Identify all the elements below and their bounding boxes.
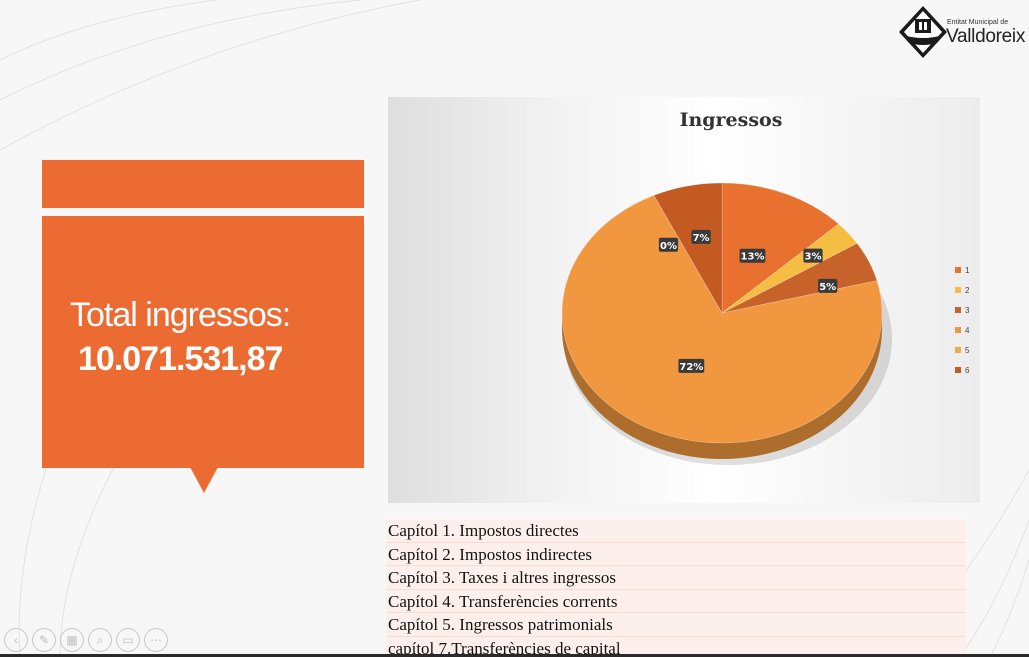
pie-slice-3: [721, 242, 878, 314]
pie-slice-1: [721, 182, 840, 314]
total-callout: [42, 216, 364, 468]
svg-text:13%: 13%: [741, 252, 765, 263]
caption-row: Capítol 3. Taxes i altres ingressos: [386, 566, 966, 590]
legend-swatch: [955, 307, 961, 313]
previous-icon-glyph: ‹: [14, 633, 18, 647]
slides-icon-glyph: ▦: [66, 633, 78, 647]
legend-swatch: [955, 287, 961, 293]
svg-text:3%: 3%: [805, 252, 822, 263]
pen-icon-glyph: ✎: [38, 633, 50, 647]
pie-chart: 13% 3% 5% 72% 0% 7%: [561, 182, 892, 465]
total-value: 10.071.531,87: [78, 340, 283, 378]
svg-text:5%: 5%: [819, 282, 836, 293]
caption-row: Capítol 5. Ingressos patrimonials: [386, 613, 966, 637]
subtitles-icon[interactable]: ▭: [116, 628, 140, 652]
logo-name: Valldoreix: [946, 26, 1026, 47]
legend-label: 1: [965, 265, 970, 275]
more-icon-glyph: ⋯: [150, 633, 162, 647]
caption-row: Capítol 1. Impostos directes: [386, 519, 966, 543]
legend-item-5: 5: [955, 340, 979, 360]
legend-label: 5: [965, 345, 970, 355]
legend-swatch: [955, 367, 961, 373]
pie-data-label-5: 0%: [658, 237, 679, 252]
legend-swatch: [955, 327, 961, 333]
legend-swatch: [955, 267, 961, 273]
caption-row: Capítol 2. Impostos indirectes: [386, 542, 966, 567]
legend-item-4: 4: [955, 320, 979, 340]
legend-item-1: 1: [955, 260, 979, 280]
legend-label: 3: [965, 305, 970, 315]
pie-chart-panel: Ingressos 13% 3% 5% 72% 0% 7%: [388, 97, 980, 503]
pie-slice-6: [653, 182, 723, 315]
chart-legend: 1 2 3 4 5 6: [955, 260, 979, 380]
chapter-caption-list: Capítol 1. Impostos directes Capítol 2. I…: [386, 519, 966, 657]
svg-text:7%: 7%: [693, 233, 710, 244]
pie-slice-2: [721, 223, 858, 314]
logo-subtitle: Entitat Municipal de: [947, 19, 1009, 26]
svg-text:0%: 0%: [660, 241, 677, 252]
chart-title: Ingressos: [679, 109, 783, 131]
legend-item-6: 6: [955, 360, 979, 380]
header-accent-bar: [42, 160, 364, 208]
presentation-toolbar: ‹ ✎ ▦ ⌕ ▭ ⋯: [4, 628, 168, 654]
pie-data-label-4: 72%: [678, 358, 705, 373]
legend-label: 6: [965, 365, 970, 375]
valldoreix-emblem-icon: [899, 6, 947, 58]
legend-label: 4: [965, 325, 970, 335]
svg-text:72%: 72%: [679, 362, 703, 373]
bottom-strip: [0, 654, 1029, 657]
legend-label: 2: [965, 285, 970, 295]
pie-data-label-6: 7%: [691, 229, 711, 244]
legend-item-3: 3: [955, 300, 979, 320]
valldoreix-logo: Entitat Municipal de Valldoreix: [897, 5, 1029, 59]
more-icon[interactable]: ⋯: [144, 628, 168, 652]
subtitles-icon-glyph: ▭: [122, 633, 134, 647]
legend-item-2: 2: [955, 280, 979, 300]
pie-data-label-3: 5%: [818, 278, 838, 293]
pie-data-label-2: 3%: [803, 248, 823, 263]
slides-icon[interactable]: ▦: [60, 628, 84, 652]
zoom-icon-glyph: ⌕: [96, 632, 104, 647]
pie-data-label-1: 13%: [739, 248, 766, 263]
pen-icon[interactable]: ✎: [32, 628, 56, 652]
zoom-icon[interactable]: ⌕: [88, 628, 112, 652]
caption-row: Capítol 4. Transferències corrents: [386, 589, 966, 614]
callout-pointer: [190, 467, 218, 493]
previous-icon[interactable]: ‹: [4, 628, 28, 652]
caption-row: capítol 7.Transferències de capital: [386, 636, 966, 657]
pie-slice-4: [561, 195, 883, 444]
total-label: Total ingressos:: [70, 296, 291, 334]
legend-swatch: [955, 347, 961, 353]
